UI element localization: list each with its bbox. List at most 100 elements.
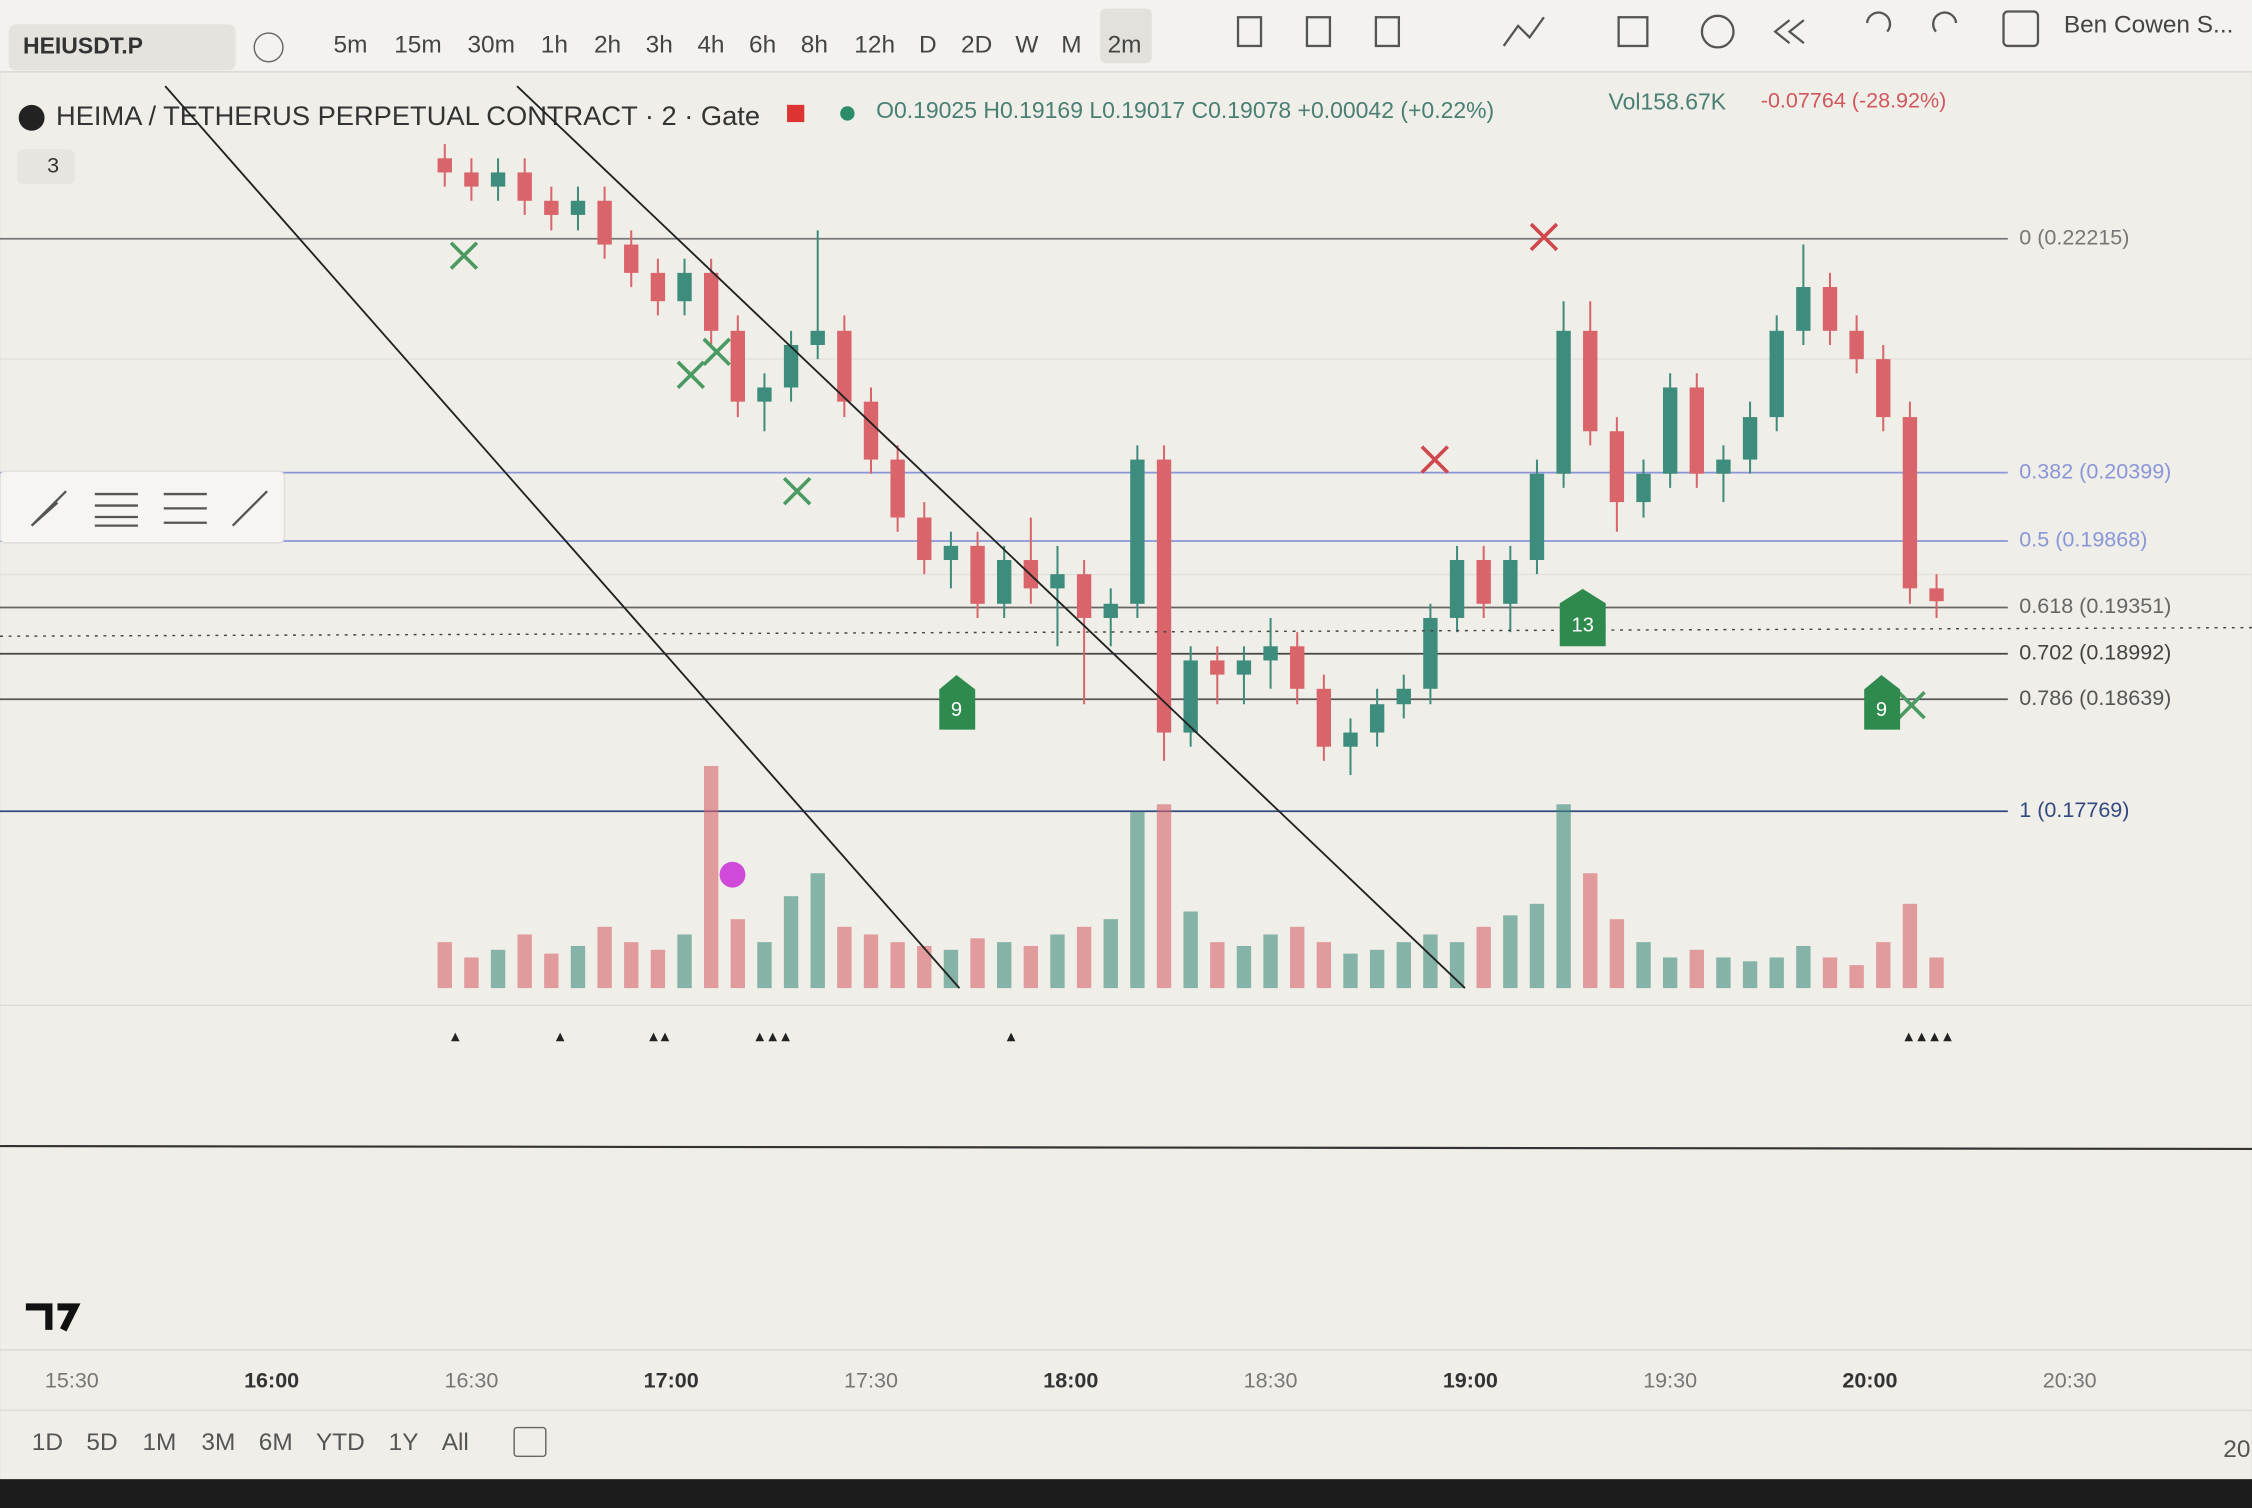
candle-body [1636,473,1651,503]
interval-button[interactable]: W [1015,31,1038,58]
count-markers: 9 13 9 [939,588,1901,730]
volume-bar [1130,811,1145,989]
range-button[interactable]: 3M [201,1429,235,1456]
volume-bar [437,942,452,989]
volume-bar [783,896,799,989]
candle-body [1849,330,1864,360]
candle-body [1343,732,1358,747]
interval-button[interactable]: 2D [961,31,992,58]
marker-label: 13 [1572,614,1594,636]
range-button[interactable]: 1Y [389,1429,419,1456]
interval-button[interactable]: 6h [749,31,776,58]
candle-body [1210,660,1225,675]
drawing-toolbar [0,470,286,544]
candle-body [1529,473,1545,561]
range-button[interactable]: 5D [86,1429,117,1456]
tool[interactable] [30,490,67,527]
candle-body [943,545,959,561]
interval-button[interactable]: D [919,31,937,58]
tool[interactable] [231,490,268,527]
candle-body [1076,574,1092,618]
active-interval-bg [1100,8,1152,64]
candle-body [624,244,639,273]
candle-body [437,158,452,173]
tool[interactable] [94,492,138,527]
date-picker[interactable] [513,1426,547,1458]
interval-button[interactable]: 30m [467,31,514,58]
icon[interactable] [1865,11,1892,33]
symbol-box[interactable] [8,24,236,71]
time-tick-label: 17:00 [644,1368,699,1392]
status-dot [840,106,855,121]
volume-bar [1849,965,1864,989]
volume-bar [890,942,905,989]
range-button[interactable]: YTD [316,1429,365,1456]
interval-button[interactable]: 8h [801,31,828,58]
range-button[interactable]: All [442,1429,469,1456]
candle-body [890,459,905,518]
volume-bar [943,949,959,989]
icon[interactable] [1502,16,1545,47]
toolbar-icons [1236,10,2040,49]
interval-button[interactable]: 5m [334,31,368,58]
legend-ohlc: O0.19025 H0.19169 L0.19017 C0.19078 +0.0… [876,97,1494,123]
icon[interactable] [1617,16,1649,48]
icon[interactable] [1305,16,1332,48]
range-button[interactable]: 6M [259,1429,293,1456]
candle-body [1290,646,1305,689]
range-button[interactable]: 1M [142,1429,176,1456]
event-dot [719,861,746,888]
candle-body [1236,660,1252,675]
candle-body [1103,603,1118,618]
symbol[interactable]: HEIUSDT.P [23,32,143,58]
volume-bar [730,919,745,989]
fib-label: 0.702 (0.18992) [2019,640,2171,664]
candle-body [1742,417,1758,460]
candle-body [544,200,559,215]
candle-body [677,272,692,302]
range-button[interactable]: 1D [32,1429,63,1456]
interval-button[interactable]: 4h [697,31,724,58]
collapse-count[interactable]: 3 [47,153,59,177]
icon[interactable] [1374,16,1401,48]
volume-bar [464,957,479,989]
time-tick-label: 17:30 [844,1368,898,1392]
interval-button[interactable]: 12h [854,31,895,58]
icon[interactable] [1700,14,1735,49]
volume-bar [703,765,719,989]
collapse-btn[interactable] [17,149,75,184]
candle-body [810,330,825,345]
interval-button[interactable]: M [1061,31,1081,58]
volume-bar [1769,957,1784,989]
candle-body [863,401,879,460]
interval-button[interactable]: 2h [594,31,621,58]
icon[interactable] [1236,16,1263,48]
flag [787,104,805,123]
time-tick-label: 20:30 [2043,1368,2097,1392]
candle-body [997,560,1012,604]
trendlines [164,85,1466,989]
volume-bar [1423,934,1438,989]
candle-body [1769,330,1784,418]
icon[interactable] [1773,19,1805,44]
coin-logo [18,104,45,131]
icon[interactable] [2002,10,2040,48]
user-name[interactable]: Ben Cowen S... [2064,11,2234,38]
volume-bar [650,949,666,989]
candle-body [730,330,745,402]
icon[interactable] [1932,11,1958,33]
tv-logo [25,1303,81,1332]
volume-bar [1343,953,1358,989]
interval-button[interactable]: 15m [394,31,441,58]
interval-button[interactable]: 3h [646,31,673,58]
volume-bar [1742,961,1758,989]
corner-label: 20 [2223,1436,2250,1463]
tool[interactable] [163,492,207,524]
add-symbol[interactable] [253,32,284,63]
interval-button[interactable]: 2m [1108,31,1142,58]
interval-button[interactable]: 1h [541,31,568,58]
candle-body [1796,287,1811,331]
volume-bar [1716,957,1731,989]
